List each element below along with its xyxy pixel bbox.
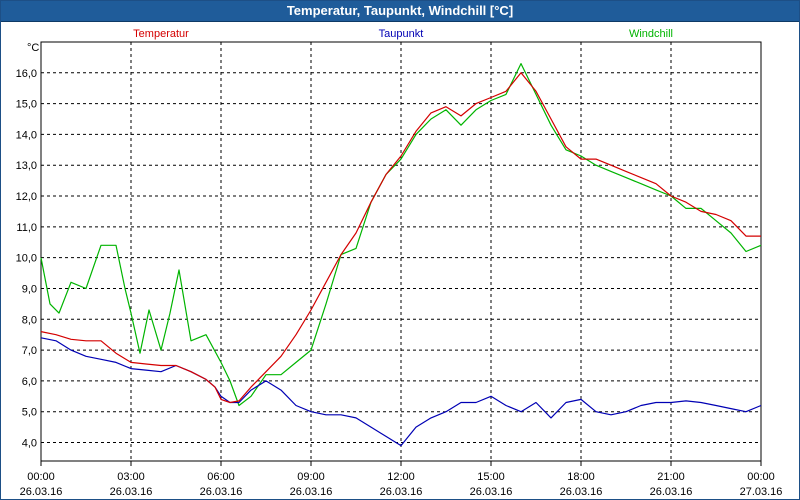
y-tick-label-1: 5,0 <box>22 407 37 419</box>
x-tick-date-1: 26.03.16 <box>110 486 153 498</box>
y-tick-label-9: 13,0 <box>16 160 37 172</box>
y-tick-label-7: 11,0 <box>16 222 37 234</box>
series-line-temperatur <box>40 72 761 404</box>
legend: Temperatur Taupunkt Windchill <box>133 28 673 40</box>
x-axis: 00:00 26.03.16 03:00 26.03.16 06:00 26.03.16 0… <box>20 461 783 498</box>
x-tick-date-7: 26.03.16 <box>650 486 693 498</box>
y-axis: 4,0 5,0 6,0 7,0 8,0 9,0 10,0 11,0 12,0 13,0 14,0 15… <box>16 68 37 450</box>
x-tick-date-6: 26.03.16 <box>560 486 603 498</box>
y-tick-label-8: 12,0 <box>16 191 37 203</box>
x-tick-date-2: 26.03.16 <box>200 486 243 498</box>
y-tick-label-2: 6,0 <box>22 376 37 388</box>
x-tick-date-4: 26.03.16 <box>380 486 423 498</box>
legend-item-windchill: Windchill <box>629 28 673 40</box>
x-tick-time-5: 15:00 <box>477 471 505 483</box>
x-tick-time-0: 00:00 <box>27 471 55 483</box>
x-tick-time-3: 09:00 <box>297 471 325 483</box>
window-title: Temperatur, Taupunkt, Windchill [°C] <box>1 1 799 22</box>
y-unit-label: °C <box>27 42 39 54</box>
x-tick-time-1: 03:00 <box>117 471 145 483</box>
y-tick-label-10: 14,0 <box>16 129 37 141</box>
x-tick-date-5: 26.03.16 <box>470 486 513 498</box>
x-tick-date-3: 26.03.16 <box>290 486 333 498</box>
y-tick-label-0: 4,0 <box>22 438 37 450</box>
y-tick-label-5: 9,0 <box>22 283 37 295</box>
grid <box>41 42 761 461</box>
y-tick-label-11: 15,0 <box>16 99 37 111</box>
legend-item-taupunkt: Taupunkt <box>379 28 424 40</box>
y-tick-label-6: 10,0 <box>16 253 37 265</box>
legend-item-temperatur: Temperatur <box>133 28 189 40</box>
x-tick-date-0: 26.03.16 <box>20 486 63 498</box>
series-line-taupunkt <box>40 337 762 447</box>
y-tick-label-4: 8,0 <box>22 314 37 326</box>
x-tick-date-8: 27.03.16 <box>740 486 783 498</box>
x-tick-time-2: 06:00 <box>207 471 235 483</box>
x-tick-time-7: 21:00 <box>657 471 685 483</box>
series-lines <box>40 62 762 447</box>
y-tick-label-12: 16,0 <box>16 68 37 80</box>
series-line-windchill <box>40 62 762 407</box>
x-tick-time-8: 00:00 <box>747 471 775 483</box>
y-tick-label-3: 7,0 <box>22 345 37 357</box>
x-tick-time-6: 18:00 <box>567 471 595 483</box>
x-tick-time-4: 12:00 <box>387 471 415 483</box>
